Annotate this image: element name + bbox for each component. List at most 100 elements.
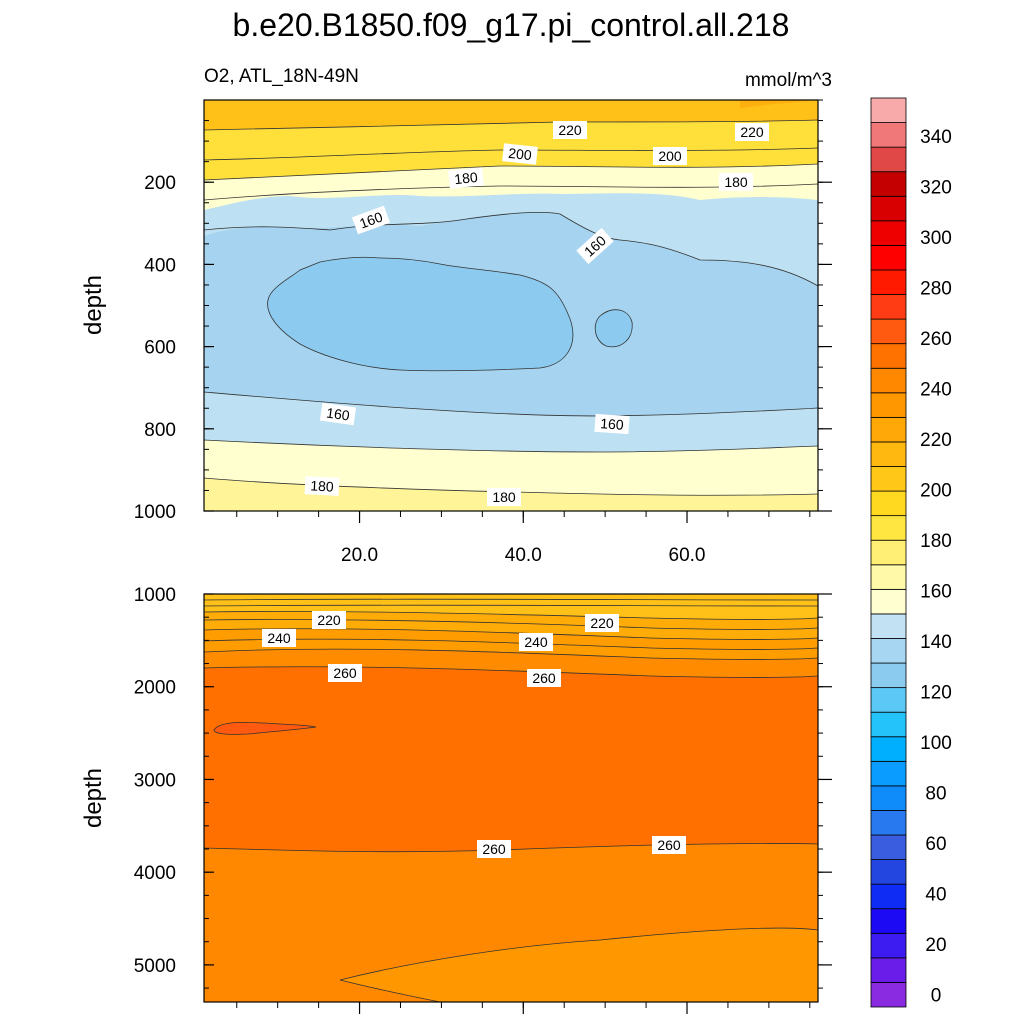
y-tick-label: 4000 <box>134 863 176 884</box>
band-130-small <box>595 309 633 347</box>
contour-label: 180 <box>487 488 521 506</box>
colorbar-swatch <box>870 687 907 713</box>
colorbar-swatch <box>870 613 907 639</box>
y-tick-label: 5000 <box>134 956 176 977</box>
upper-panel: 220 220 200 200 180 180 160 160 160 160 … <box>80 99 832 566</box>
colorbar-swatch <box>870 908 907 934</box>
svg-text:200: 200 <box>508 145 533 163</box>
colorbar-swatch <box>870 982 907 1008</box>
band-230 <box>740 100 818 108</box>
colorbar-swatch <box>870 490 907 517</box>
colorbar-tick-label: 20 <box>925 935 946 956</box>
svg-text:260: 260 <box>482 841 506 857</box>
lower-frame <box>203 593 819 1003</box>
colorbar-tick-label: 140 <box>920 632 952 653</box>
colorbar-tick-label: 160 <box>920 582 952 603</box>
contour-label: 200 <box>502 143 538 165</box>
lower-y-axis-label: depth <box>80 768 107 828</box>
colorbar-swatch <box>870 539 907 566</box>
contour-label: 260 <box>652 836 686 854</box>
svg-text:180: 180 <box>454 169 479 187</box>
contour-label: 220 <box>585 614 619 632</box>
upper-contour-labels: 220 220 200 200 180 180 160 160 160 160 … <box>304 121 769 506</box>
x-tick-label: 40.0 <box>505 545 542 566</box>
contour-label: 260 <box>527 669 561 687</box>
colorbar-swatch <box>870 97 907 123</box>
colorbar-swatch <box>870 932 907 959</box>
colorbar-swatch <box>870 711 907 738</box>
svg-text:260: 260 <box>333 665 357 681</box>
colorbar-swatch <box>870 834 907 860</box>
contour-label: 240 <box>262 629 296 647</box>
colorbar-tick-label: 200 <box>920 481 952 502</box>
contour-label: 220 <box>735 123 769 141</box>
svg-text:200: 200 <box>658 148 682 164</box>
colorbar-swatch <box>870 638 907 664</box>
colorbar-swatch <box>870 588 907 615</box>
colorbar-swatch <box>870 122 907 148</box>
upper-contour-lines <box>204 119 818 496</box>
contour-label: 160 <box>594 413 630 435</box>
colorbar-swatch <box>870 883 907 910</box>
y-tick-label: 200 <box>144 173 176 194</box>
colorbar-tick-label: 100 <box>920 733 952 754</box>
band-130 <box>267 257 573 371</box>
variable-label: O2, ATL_18N-49N <box>204 66 359 87</box>
colorbar-swatch <box>870 195 907 222</box>
contour-label: 220 <box>553 121 587 139</box>
colorbar-swatch <box>870 466 907 492</box>
lower-contour-fill <box>204 594 818 1002</box>
colorbar-tick-label: 300 <box>920 228 952 249</box>
colorbar-tick-label: 120 <box>920 683 952 704</box>
y-tick-label: 1000 <box>134 585 176 606</box>
colorbar-swatch <box>870 515 907 541</box>
svg-text:220: 220 <box>740 124 764 140</box>
x-tick-label: 20.0 <box>341 545 378 566</box>
units-label: mmol/m^3 <box>745 70 832 91</box>
svg-text:220: 220 <box>590 615 614 631</box>
svg-text:220: 220 <box>558 122 582 138</box>
band-240 <box>204 628 818 660</box>
y-tick-label: 3000 <box>134 770 176 791</box>
colorbar-swatch <box>870 416 907 443</box>
colorbar-swatch <box>870 736 907 762</box>
band-220 <box>204 594 818 620</box>
band-270 <box>214 722 316 735</box>
colorbar-swatch <box>870 662 907 689</box>
lower-panel: 220 220 240 240 260 260 260 260 1000 2000… <box>80 585 832 1014</box>
x-tick-label: 60.0 <box>669 545 706 566</box>
band-250-bottom <box>340 928 818 1002</box>
colorbar-swatch <box>870 859 907 885</box>
contour-label: 260 <box>328 664 362 682</box>
band-220 <box>204 100 818 130</box>
contour-label: 180 <box>304 476 340 496</box>
colorbar-tick-label: 320 <box>920 178 952 199</box>
colorbar-tick-label: 80 <box>925 784 946 805</box>
colorbar-swatch <box>870 146 907 173</box>
y-tick-label: 2000 <box>134 678 176 699</box>
lower-contour-labels: 220 220 240 240 260 260 260 260 <box>262 611 686 858</box>
contour-label: 200 <box>653 147 687 165</box>
contour-label: 160 <box>351 205 391 235</box>
svg-text:240: 240 <box>267 630 291 646</box>
contour-label: 220 <box>312 611 346 629</box>
colorbar-swatch <box>870 318 907 345</box>
colorbar-tick-label: 60 <box>925 834 946 855</box>
colorbar-tick-label: 180 <box>920 531 952 552</box>
upper-y-axis-label: depth <box>80 275 107 335</box>
colorbar-swatch <box>870 367 907 394</box>
svg-text:160: 160 <box>600 415 625 433</box>
y-tick-label: 1000 <box>134 502 176 523</box>
colorbar-swatch <box>870 564 907 590</box>
band-250 <box>204 649 818 678</box>
contour-label: 180 <box>448 167 484 189</box>
contour-label: 240 <box>519 633 553 651</box>
colorbar-swatch <box>870 245 907 271</box>
colorbar-swatch <box>870 957 907 983</box>
colorbar-tick-label: 280 <box>920 279 952 300</box>
colorbar-swatch <box>870 294 907 320</box>
colorbar-tick-label: 0 <box>931 986 942 1007</box>
svg-text:220: 220 <box>317 612 341 628</box>
upper-contour-fill <box>204 100 818 511</box>
svg-text:180: 180 <box>724 174 748 190</box>
